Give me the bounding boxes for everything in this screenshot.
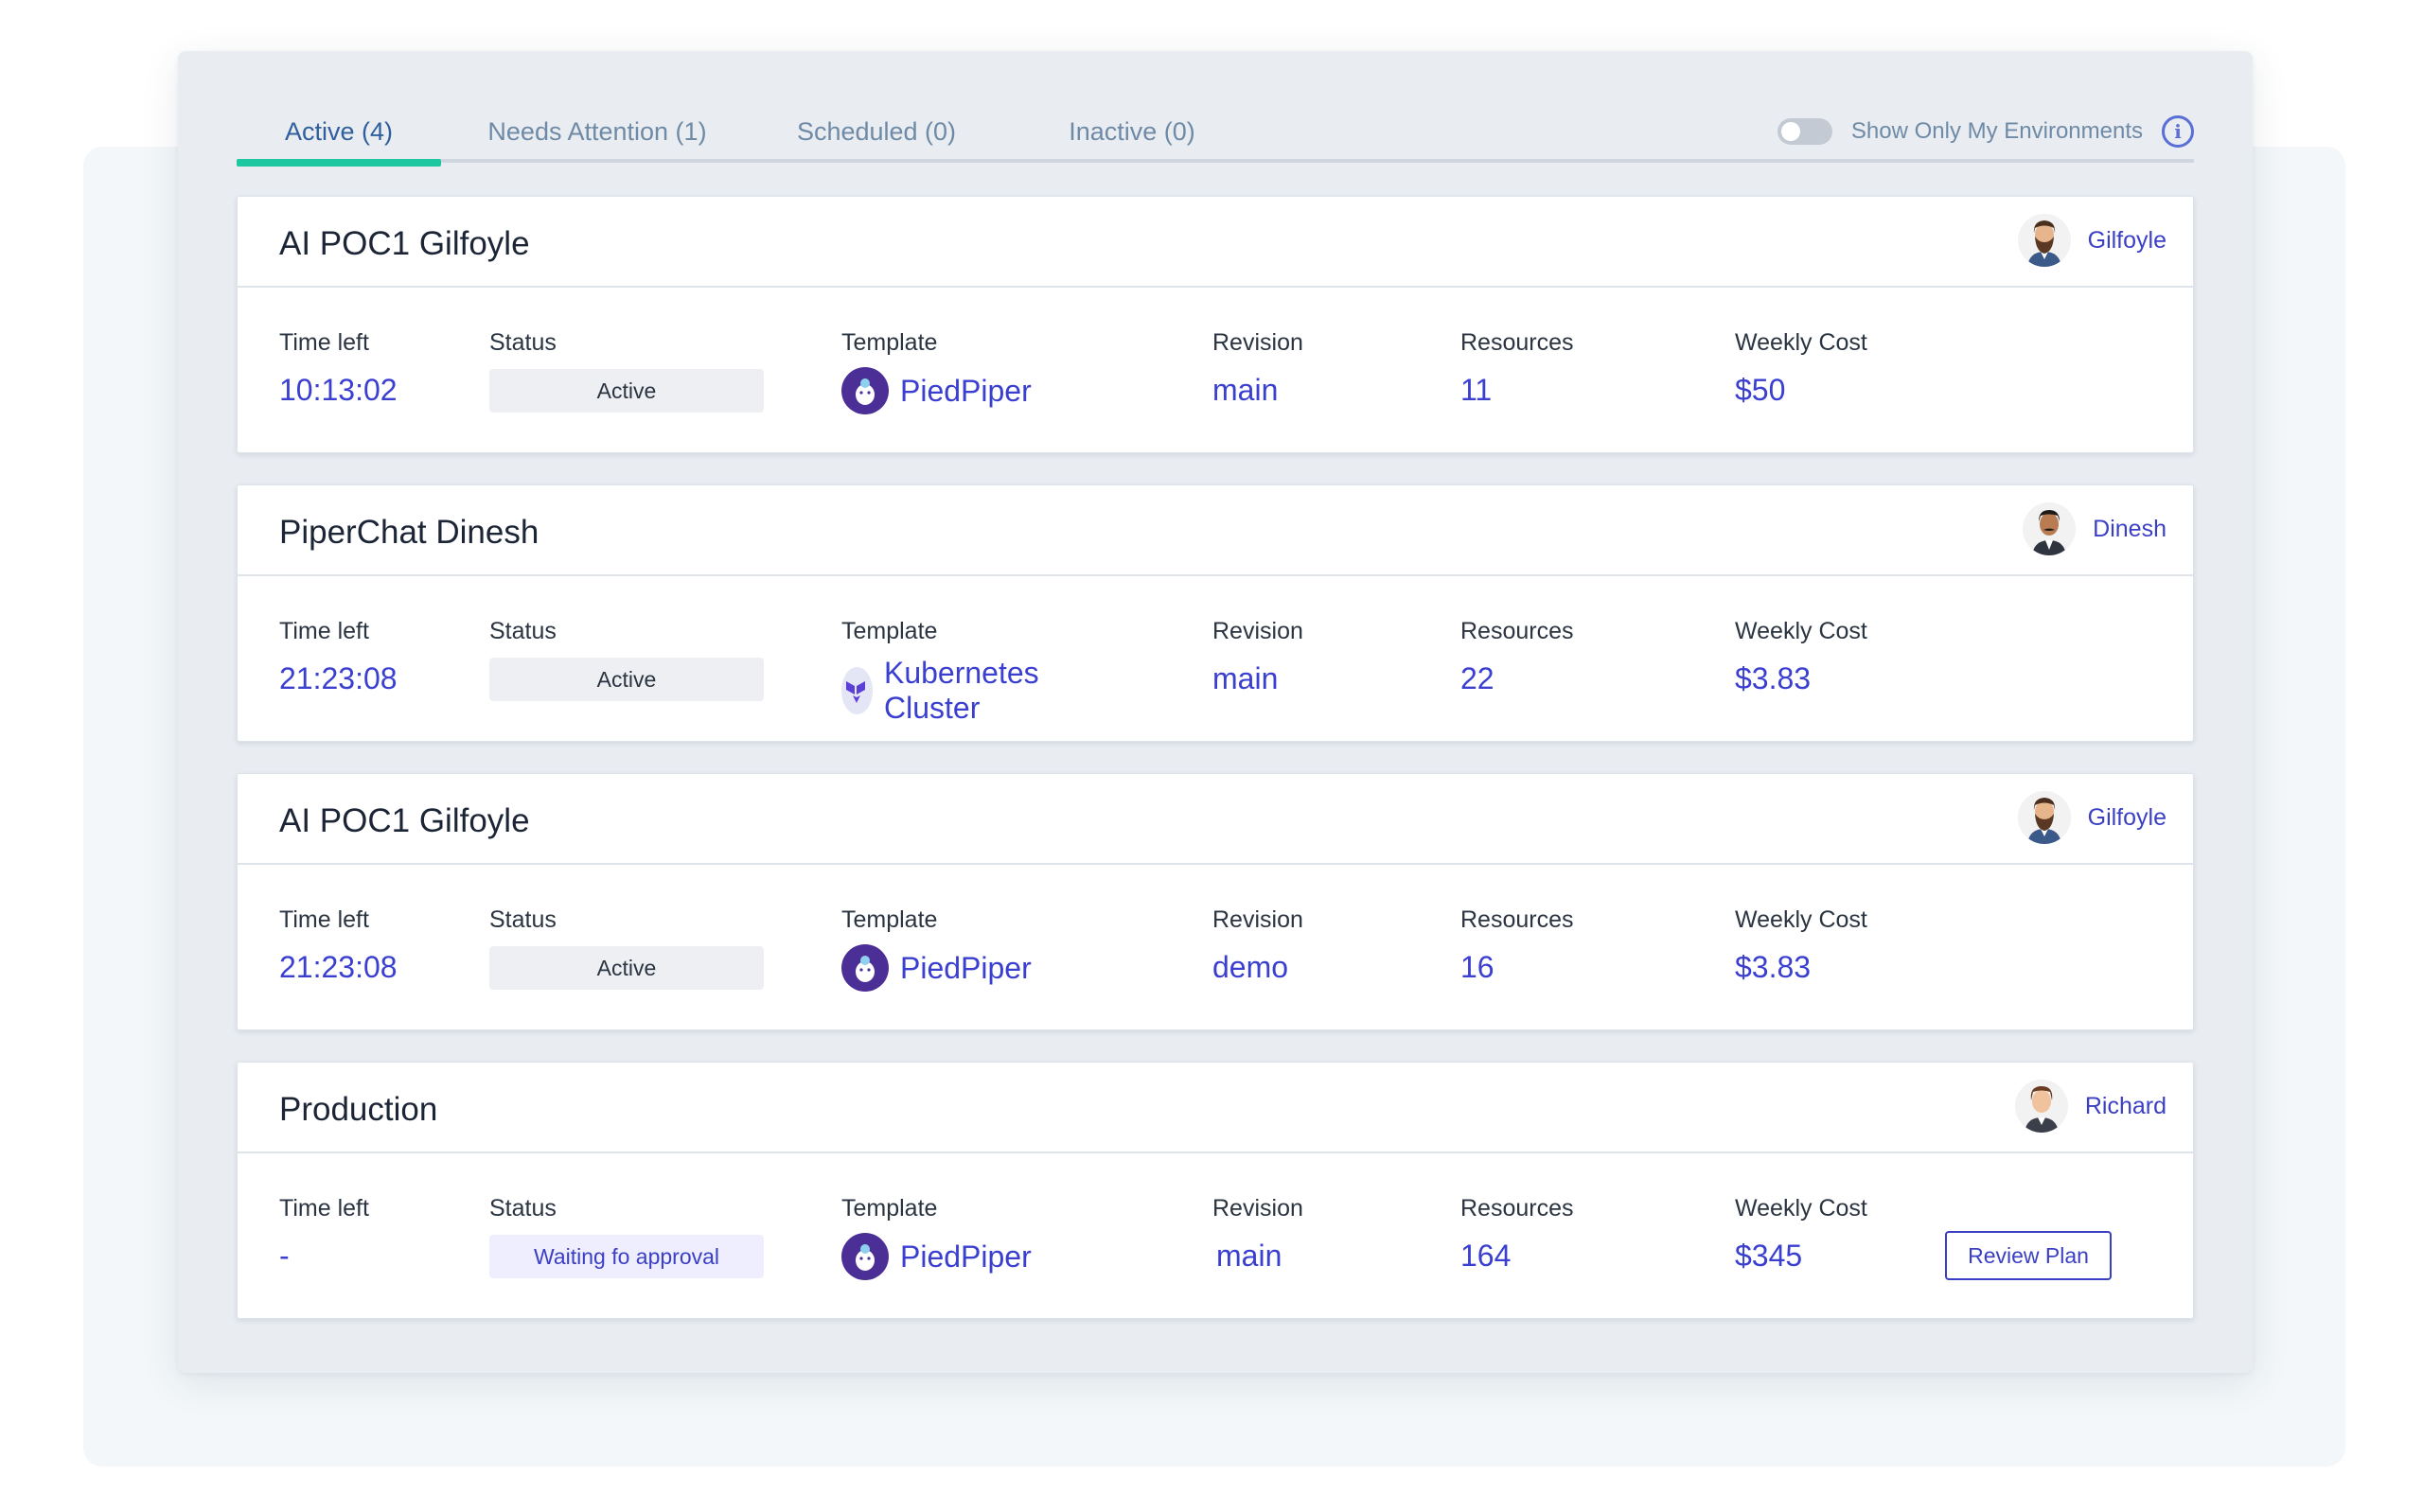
environment-card[interactable]: AI POC1 Gilfoyle Gilfoyle Time left 10:1… <box>237 196 2194 453</box>
bearded-man-avatar <box>2017 791 2071 844</box>
status-badge: Active <box>489 946 764 990</box>
time-left-value: - <box>279 1239 290 1273</box>
owner-name: Gilfoyle <box>2087 803 2167 831</box>
revision-label: Revision <box>1212 1195 1303 1222</box>
environment-card[interactable]: PiperChat Dinesh Dinesh Time left 21:23:… <box>237 484 2194 742</box>
status-badge: Active <box>489 658 764 701</box>
time-left-label: Time left <box>279 618 369 644</box>
resources-value: 11 <box>1460 373 1493 407</box>
card-header: Production Richard <box>238 1063 2193 1153</box>
tab-inactive[interactable]: Inactive (0) <box>1069 117 1195 146</box>
environment-card[interactable]: Production Richard Time left - Status Wa… <box>237 1062 2194 1319</box>
environments-panel: Active (4) Needs Attention (1) Scheduled… <box>178 51 2253 1373</box>
time-left-label: Time left <box>279 329 369 356</box>
bearded-man-avatar <box>2017 214 2071 267</box>
tab-scheduled[interactable]: Scheduled (0) <box>796 117 957 146</box>
resources-label: Resources <box>1460 618 1574 644</box>
template-label: Template <box>841 618 938 644</box>
show-only-my-environments-toggle[interactable] <box>1777 118 1832 145</box>
revision-value: main <box>1216 1239 1282 1273</box>
info-icon[interactable]: i <box>2162 115 2194 148</box>
owner-name: Dinesh <box>2093 515 2167 542</box>
weekly-cost-value: $3.83 <box>1735 950 1812 984</box>
toggle-label: Show Only My Environments <box>1850 118 2143 144</box>
young-man-avatar <box>2014 1080 2068 1133</box>
status-label: Status <box>489 1195 557 1222</box>
weekly-cost-label: Weekly Cost <box>1735 329 1867 356</box>
owner[interactable]: Richard <box>2014 1080 2167 1133</box>
time-left-label: Time left <box>279 1195 369 1222</box>
revision-label: Revision <box>1212 906 1303 933</box>
owner[interactable]: Gilfoyle <box>2017 214 2167 267</box>
card-header: AI POC1 Gilfoyle Gilfoyle <box>238 774 2193 865</box>
resources-value: 16 <box>1460 950 1494 984</box>
revision-value: demo <box>1212 950 1289 984</box>
piedpiper-logo-icon <box>841 944 889 992</box>
card-header: PiperChat Dinesh Dinesh <box>238 485 2193 576</box>
revision-label: Revision <box>1212 618 1303 644</box>
owner[interactable]: Gilfoyle <box>2017 791 2167 844</box>
weekly-cost-value: $50 <box>1735 373 1786 407</box>
template-label: Template <box>841 329 938 356</box>
template-label: Template <box>841 1195 938 1222</box>
terraform-logo-icon <box>841 667 873 714</box>
weekly-cost-label: Weekly Cost <box>1735 906 1867 933</box>
revision-value: main <box>1212 373 1279 407</box>
time-left-value: 21:23:08 <box>279 661 398 695</box>
environment-title: AI POC1 Gilfoyle <box>279 802 530 839</box>
revision-value: main <box>1212 661 1279 695</box>
environment-card[interactable]: AI POC1 Gilfoyle Gilfoyle Time left 21:2… <box>237 773 2194 1030</box>
resources-label: Resources <box>1460 329 1574 356</box>
resources-label: Resources <box>1460 1195 1574 1222</box>
environment-title: AI POC1 Gilfoyle <box>279 225 530 262</box>
template-name: PiedPiper <box>900 950 1032 985</box>
template-link[interactable]: PiedPiper <box>841 1233 1032 1280</box>
tab-active[interactable]: Active (4) <box>237 100 441 167</box>
template-name: PiedPiper <box>900 373 1032 408</box>
toggle-knob <box>1780 122 1800 141</box>
resources-value: 164 <box>1460 1239 1512 1273</box>
time-left-value: 21:23:08 <box>279 950 398 984</box>
status-label: Status <box>489 329 557 356</box>
template-label: Template <box>841 906 938 933</box>
status-label: Status <box>489 618 557 644</box>
weekly-cost-label: Weekly Cost <box>1735 1195 1867 1222</box>
template-link[interactable]: Kubernetes Cluster <box>841 656 1055 726</box>
status-badge: Waiting fo approval <box>489 1235 764 1278</box>
template-name: PiedPiper <box>900 1239 1032 1274</box>
piedpiper-logo-icon <box>841 1233 889 1280</box>
weekly-cost-label: Weekly Cost <box>1735 618 1867 644</box>
status-badge: Active <box>489 369 764 413</box>
my-environments-filter: Show Only My Environments i <box>1777 100 2194 163</box>
weekly-cost-value: $345 <box>1735 1239 1803 1273</box>
status-label: Status <box>489 906 557 933</box>
revision-label: Revision <box>1212 329 1303 356</box>
weekly-cost-value: $3.83 <box>1735 661 1812 695</box>
resources-value: 22 <box>1460 661 1494 695</box>
piedpiper-logo-icon <box>841 367 889 414</box>
template-link[interactable]: PiedPiper <box>841 367 1032 414</box>
review-plan-button[interactable]: Review Plan <box>1945 1231 2112 1280</box>
time-left-value: 10:13:02 <box>279 373 398 407</box>
card-header: AI POC1 Gilfoyle Gilfoyle <box>238 197 2193 288</box>
mustached-man-avatar <box>2023 502 2077 555</box>
time-left-label: Time left <box>279 906 369 933</box>
owner[interactable]: Dinesh <box>2023 502 2167 555</box>
environment-tabs: Active (4) Needs Attention (1) Scheduled… <box>237 100 2194 167</box>
environment-title: PiperChat Dinesh <box>279 514 539 551</box>
owner-name: Gilfoyle <box>2087 226 2167 254</box>
tab-needs-attention[interactable]: Needs Attention (1) <box>487 117 707 146</box>
template-name: Kubernetes Cluster <box>883 656 1039 725</box>
resources-label: Resources <box>1460 906 1574 933</box>
environment-title: Production <box>279 1091 438 1128</box>
template-link[interactable]: PiedPiper <box>841 944 1032 992</box>
owner-name: Richard <box>2084 1092 2167 1119</box>
